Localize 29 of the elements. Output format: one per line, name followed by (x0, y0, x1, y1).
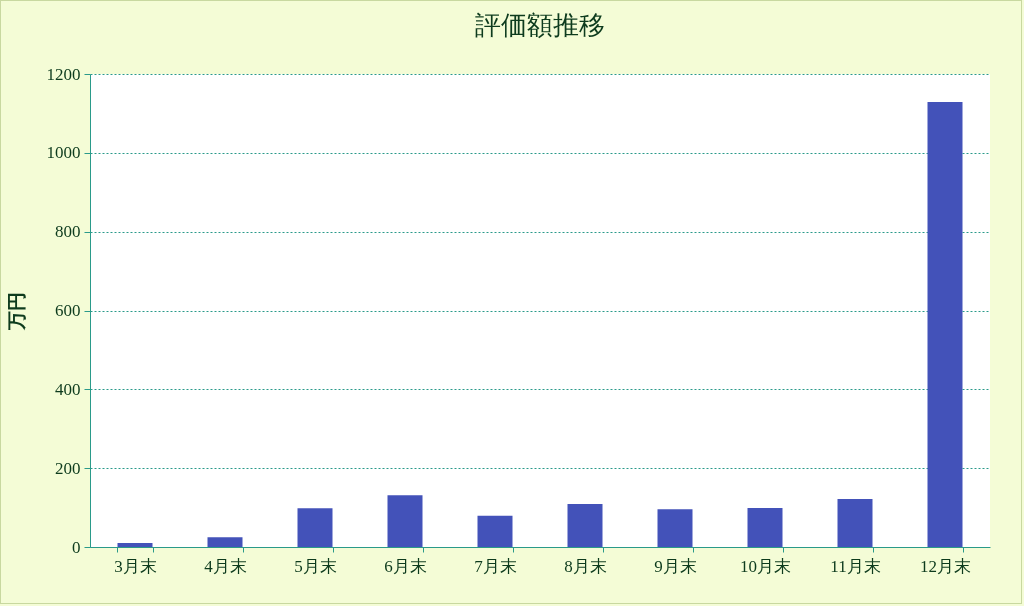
bar (117, 543, 153, 547)
bar (387, 495, 423, 547)
x-tick-label: 4月末 (204, 556, 247, 576)
y-tick-label: 200 (55, 458, 81, 478)
x-tick-label: 7月末 (474, 556, 517, 576)
chart-title: 評価額推移 (475, 11, 605, 40)
bar (297, 508, 333, 547)
x-tick-label: 11月末 (830, 556, 881, 576)
y-tick-label: 1000 (46, 143, 81, 163)
bar (477, 515, 513, 547)
x-tick-label: 9月末 (654, 556, 697, 576)
y-tick-label: 400 (55, 379, 81, 399)
x-tick-label: 3月末 (114, 556, 157, 576)
bar (747, 507, 783, 547)
bar (567, 504, 603, 547)
bar (837, 498, 873, 547)
y-tick-label: 0 (72, 537, 81, 557)
y-axis-title: 万円 (5, 292, 27, 331)
y-tick-label: 800 (55, 222, 81, 242)
x-tick-label: 8月末 (564, 556, 607, 576)
bar (207, 537, 243, 547)
bar (657, 509, 693, 547)
x-tick-label: 6月末 (384, 556, 427, 576)
x-tick-label: 12月末 (920, 556, 971, 576)
y-tick-label: 1200 (46, 64, 81, 84)
y-tick-label: 600 (55, 301, 81, 320)
bar (927, 101, 963, 547)
x-tick-label: 10月末 (740, 556, 791, 576)
x-tick-label: 5月末 (294, 556, 337, 576)
